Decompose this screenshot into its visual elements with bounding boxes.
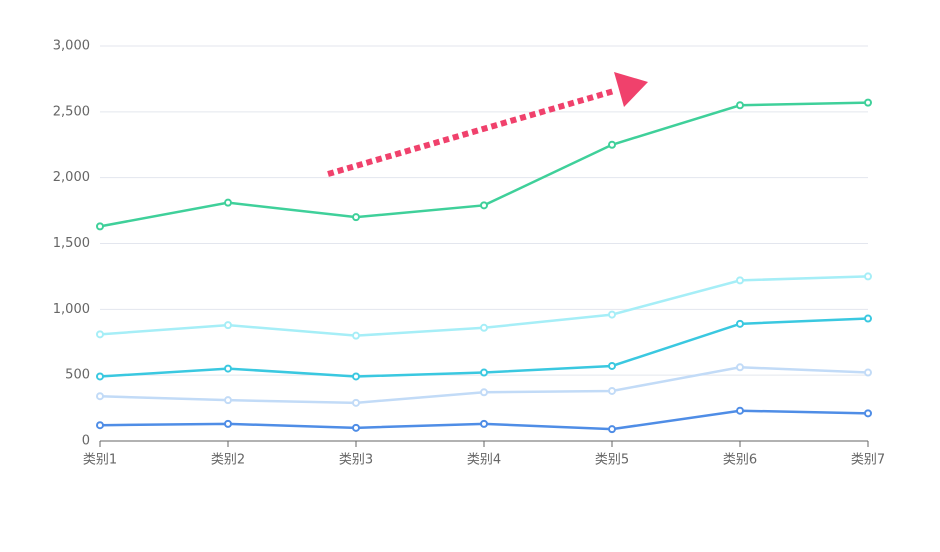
point — [96, 392, 104, 401]
point — [352, 398, 360, 407]
point — [352, 331, 360, 340]
point — [96, 222, 104, 231]
point — [224, 321, 232, 330]
y-tick-label: 3,000 — [53, 39, 90, 54]
y-tick-label: 2,000 — [53, 170, 90, 185]
point — [608, 386, 616, 395]
point — [352, 213, 360, 222]
point — [224, 364, 232, 373]
point — [608, 140, 616, 149]
point — [864, 98, 872, 107]
y-tick-label: 1,500 — [53, 236, 90, 251]
point — [608, 425, 616, 434]
point — [608, 361, 616, 370]
point — [736, 363, 744, 372]
point — [352, 423, 360, 432]
point — [480, 368, 488, 377]
point — [864, 314, 872, 323]
y-tick-label: 1,000 — [53, 302, 90, 317]
x-tick-label: 类别7 — [851, 453, 885, 468]
point — [736, 319, 744, 328]
y-tick-label: 0 — [82, 434, 90, 449]
point — [864, 409, 872, 418]
point — [736, 406, 744, 415]
trend-arrow — [327, 72, 648, 177]
point — [736, 276, 744, 285]
point — [480, 388, 488, 397]
x-tick-label: 类别1 — [83, 453, 117, 468]
x-tick-label: 类别2 — [211, 453, 245, 468]
point — [480, 323, 488, 332]
point — [480, 419, 488, 428]
x-tick-label: 类别4 — [467, 453, 501, 468]
point — [224, 198, 232, 207]
point — [608, 310, 616, 319]
point — [224, 396, 232, 405]
point — [96, 372, 104, 381]
y-tick-label: 500 — [65, 368, 90, 383]
x-tick-label: 类别6 — [723, 453, 757, 468]
point — [96, 421, 104, 430]
x-tick-label: 类别3 — [339, 453, 373, 468]
x-tick-label: 类别5 — [595, 453, 629, 468]
point — [480, 201, 488, 210]
point — [96, 330, 104, 339]
y-tick-label: 2,500 — [53, 104, 90, 119]
point — [352, 372, 360, 381]
point — [224, 419, 232, 428]
plot: 0 500 1,000 1,500 2,000 2,500 3,000 类别1 类别2 类别3 类别… — [53, 39, 885, 468]
point — [736, 101, 744, 110]
point — [864, 272, 872, 281]
point — [864, 368, 872, 377]
